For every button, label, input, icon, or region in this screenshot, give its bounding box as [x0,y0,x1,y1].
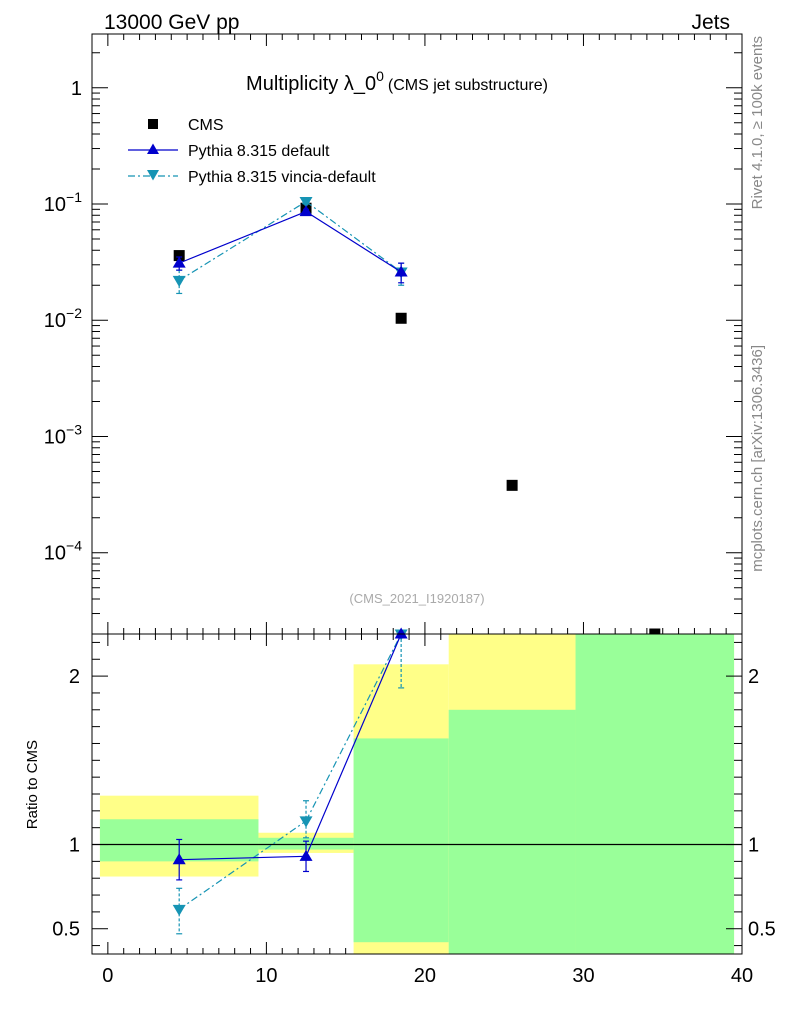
mcplots-label: mcplots.cern.ch [arXiv:1306.3436] [749,345,766,572]
y-tick-label-exp: −1 [66,189,82,205]
ratio-panel: 0 10 20 30 40 0.5 0.5 1 1 2 2 Ratio to CMS [24,627,776,987]
cms-data-point [506,479,518,491]
chart-title-sup: 0 [376,68,384,84]
legend-entry-cms: CMS [148,117,224,134]
ratio-pythia-default-marker [172,853,186,865]
uncertainty-band-green [353,738,449,943]
uncertainty-band-green [448,709,576,954]
y-tick-label-right: 0.5 [748,919,776,941]
legend-marker-triangle-up [147,143,159,154]
chart-title-main: Multiplicity λ_0 [246,73,376,95]
pythia-default-marker [299,205,313,217]
main-axes: 110−110−210−310−4 [44,34,743,954]
legend-entry-pythia-default: Pythia 8.315 default [128,143,330,160]
ratio-bands [99,634,735,954]
ratio-pythia-default-line-segment [179,855,307,861]
legend-label-cms: CMS [188,117,224,134]
x-tick-label: 0 [102,965,113,987]
y-tick-label-exp: −2 [66,305,82,321]
y-tick-label-exp: −4 [66,538,82,554]
y-tick-label-base: 10 [44,426,66,448]
pythia-vincia-marker [172,275,186,287]
legend-label-pythia-vincia: Pythia 8.315 vincia-default [188,169,376,186]
pythia-default-marker [394,265,408,277]
y-tick-label-left: 0.5 [52,919,80,941]
y-tick-label-left: 2 [69,666,80,688]
main-data-layer [172,196,661,640]
y-tick-label: 10−1 [44,189,82,216]
ratio-pythia-default-line-segment [305,633,402,857]
cms-data-point [395,312,407,324]
legend: CMS Pythia 8.315 default Pythia 8.315 vi… [128,117,376,186]
y-tick-label-base: 10 [44,194,66,216]
y-tick-label-right: 1 [748,835,759,857]
main-panel: 110−110−210−310−4 Multiplicity λ_00(CMS … [44,33,743,954]
ratio-pythia-vincia-marker [299,816,313,828]
legend-marker-triangle-down [147,170,159,181]
pythia-default-line-segment [178,211,307,264]
cms-data-point [173,250,185,262]
ratio-y-axis-label: Ratio to CMS [24,740,41,829]
y-tick-label: 10−3 [44,421,82,448]
y-tick-label-base: 10 [44,543,66,565]
chart-title-sub: (CMS jet substructure) [388,77,548,94]
y-tick-label-left: 1 [69,835,80,857]
y-tick-label-base: 10 [44,310,66,332]
y-tick-label: 10−2 [44,305,82,332]
ratio-pythia-vincia-marker [172,904,186,916]
ratio-data-layer [92,627,742,935]
x-tick-label: 30 [572,965,594,987]
chart-title: Multiplicity λ_00(CMS jet substructure) [246,68,548,95]
x-tick-label: 20 [414,965,436,987]
pythia-vincia-line-segment [305,201,402,273]
ratio-axes: 0 10 20 30 40 0.5 0.5 1 1 2 2 [52,641,776,987]
ratio-pythia-vincia-line-segment [178,820,307,910]
rivet-label: Rivet 4.1.0, ≥ 100k events [749,36,766,209]
y-tick-label-exp: −3 [66,421,82,437]
y-tick-label-right: 2 [748,666,759,688]
pythia-vincia-line-segment [178,201,307,281]
ratio-pythia-vincia-line-segment [305,633,402,822]
y-tick-label: 10−4 [44,538,82,565]
uncertainty-band-green [575,634,735,954]
process-label: Jets [691,11,730,34]
energy-label: 13000 GeV pp [104,11,239,34]
x-tick-label: 40 [731,965,753,987]
ratio-pythia-default-marker [394,627,408,639]
ratio-pythia-default-marker [299,849,313,861]
x-tick-label: 10 [255,965,277,987]
pythia-default-line-segment [305,211,402,273]
legend-marker-square [148,119,158,129]
legend-entry-pythia-vincia: Pythia 8.315 vincia-default [128,169,376,186]
pythia-default-marker [172,256,186,268]
legend-label-pythia-default: Pythia 8.315 default [188,143,330,160]
pythia-vincia-marker [299,196,313,209]
y-tick-label: 1 [71,78,82,100]
analysis-label: (CMS_2021_I1920187) [349,591,484,606]
